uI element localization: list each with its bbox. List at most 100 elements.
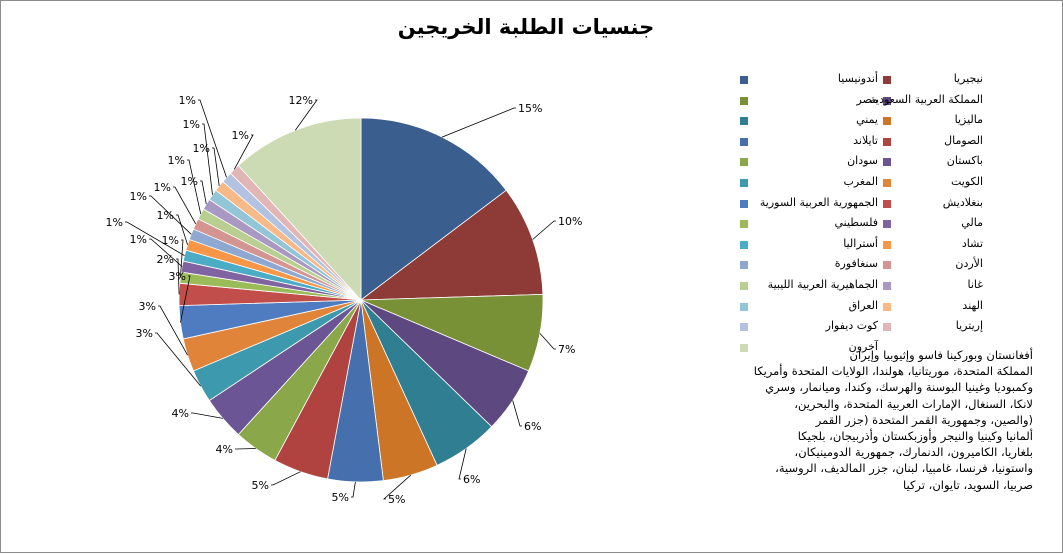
data-label: 1% (154, 181, 171, 194)
legend-label: إريتريا (955, 319, 983, 333)
others-note: أفغانستان وبوركينا فاسو وإثيوبيا وإيران ا… (733, 347, 1033, 493)
leader-line (158, 305, 188, 356)
note-line: بلغاريا، الكاميرون، الدنمارك، جمهورية ال… (794, 445, 1033, 460)
leader-line (200, 180, 207, 205)
legend-label: ماليزيا (954, 113, 983, 127)
note-line: واستونيا، فرنسا، غامبيا، لبنان، جزر الما… (775, 461, 1033, 476)
legend-item: الأردن (879, 254, 1021, 274)
legend-item: كوت ديفوار (736, 316, 878, 336)
data-label: 1% (162, 234, 179, 247)
legend-swatch (740, 240, 748, 249)
note-line: المملكة المتحدة، موريتانيا، هولندا، الول… (753, 364, 1033, 379)
leader-line (173, 186, 197, 225)
legend-swatch (740, 282, 748, 290)
leader-line (458, 448, 467, 480)
legend-swatch (740, 96, 748, 105)
legend-item: إريتريا (879, 316, 1021, 336)
leader-line (176, 258, 180, 295)
legend-item: الجماهيرية العربية الليبية (736, 275, 878, 295)
legend-item: مالي (879, 213, 1021, 233)
data-label: 3% (169, 270, 186, 283)
legend-item: سودان (736, 151, 878, 171)
data-label: 5% (388, 493, 405, 506)
legend-label: نيجيريا (953, 72, 983, 85)
legend-swatch (883, 220, 891, 229)
legend-label: بنغلاديش (942, 195, 983, 209)
leader-line (539, 333, 556, 350)
legend-swatch (740, 261, 748, 270)
data-label: 1% (181, 175, 198, 188)
legend-item: فلسطيني (736, 213, 878, 233)
legend-label: أندونيسيا (837, 72, 878, 85)
legend-label: كوت ديفوار (825, 319, 878, 333)
note-line: (والصين، وجمهورية القمر المتحدة (جزر الق… (815, 412, 1033, 427)
pie-slice (359, 189, 544, 301)
note-line: وكمبوديا وغينيا البوسنة والهرسك، وكندا، … (765, 380, 1033, 395)
data-label: 1% (193, 142, 210, 155)
data-label: 1% (130, 190, 147, 203)
legend-item: سنغافورة (736, 254, 878, 274)
legend-label: المغرب (843, 175, 879, 188)
leader-line (180, 239, 184, 278)
legend-item: تشاد (879, 234, 1021, 254)
legend-swatch (883, 302, 891, 311)
legend-item: الهند (879, 296, 1021, 316)
data-label: 5% (332, 491, 349, 504)
legend-label: باكستان (946, 154, 983, 168)
data-label: 5% (252, 479, 269, 492)
legend-item: مصر (736, 90, 878, 110)
data-label: 1% (130, 233, 147, 246)
leader-line (187, 159, 202, 214)
legend-item: المغرب (736, 172, 878, 192)
legend-item: الصومال (879, 131, 1021, 151)
legend-label: يمني (856, 113, 878, 127)
legend-swatch (883, 179, 891, 187)
legend-label: أستراليا (843, 236, 878, 250)
legend-label: مصر (856, 92, 878, 106)
legend-label: فلسطيني (834, 216, 878, 230)
data-label: 1% (168, 154, 185, 167)
legend-item: نيجيريا (879, 69, 1021, 89)
leader-line (149, 195, 192, 235)
note-line: صربيا، السويد، تايوان، تركيا (902, 477, 1033, 492)
legend-item: الجمهورية العربية السورية (736, 193, 878, 213)
legend-label: الصومال (944, 133, 983, 147)
data-label: 6% (463, 473, 480, 486)
legend-swatch (740, 76, 748, 84)
legend-item: غانا (879, 275, 1021, 295)
data-label: 10% (558, 215, 582, 228)
leader-line (441, 107, 516, 138)
legend-label: آخرون (848, 339, 878, 353)
legend-label: الكويت (950, 175, 983, 188)
legend-item: المملكة العربية السعودية (870, 90, 1021, 110)
legend-label: تايلاند (853, 133, 878, 147)
data-label: 4% (216, 443, 233, 456)
pie-slice (237, 117, 362, 302)
data-label: 12% (289, 94, 313, 107)
leader-line (212, 147, 220, 186)
leader-line (382, 474, 412, 500)
legend-swatch (883, 261, 891, 270)
legend-swatch (740, 199, 748, 208)
pie-slice (360, 117, 507, 301)
legend: أندونيسيا نيجيريا مصر المملكة العربية السعو… (736, 69, 1036, 353)
note-line: أفغانستان وبوركينا فاسو وإثيوبيا وإيران (849, 348, 1033, 362)
legend-item: يمني (736, 110, 878, 130)
data-label: 1% (183, 118, 200, 131)
legend-label: المملكة العربية السعودية (870, 92, 983, 106)
chart-title: جنسيات الطلبة الخريجين (397, 15, 655, 39)
legend-swatch (740, 117, 748, 126)
legend-label: الهند (962, 298, 983, 312)
legend-label: مالي (961, 216, 983, 230)
legend-item: العراق (736, 296, 878, 316)
legend-label: سنغافورة (834, 257, 878, 271)
leader-line (202, 123, 213, 195)
legend-swatch (740, 302, 748, 311)
legend-swatch (740, 179, 748, 187)
legend-item: ماليزيا (879, 110, 1021, 130)
legend-item: تايلاند (736, 131, 878, 151)
legend-label: الجماهيرية العربية الليبية (767, 278, 878, 291)
data-label: 1% (157, 209, 174, 222)
